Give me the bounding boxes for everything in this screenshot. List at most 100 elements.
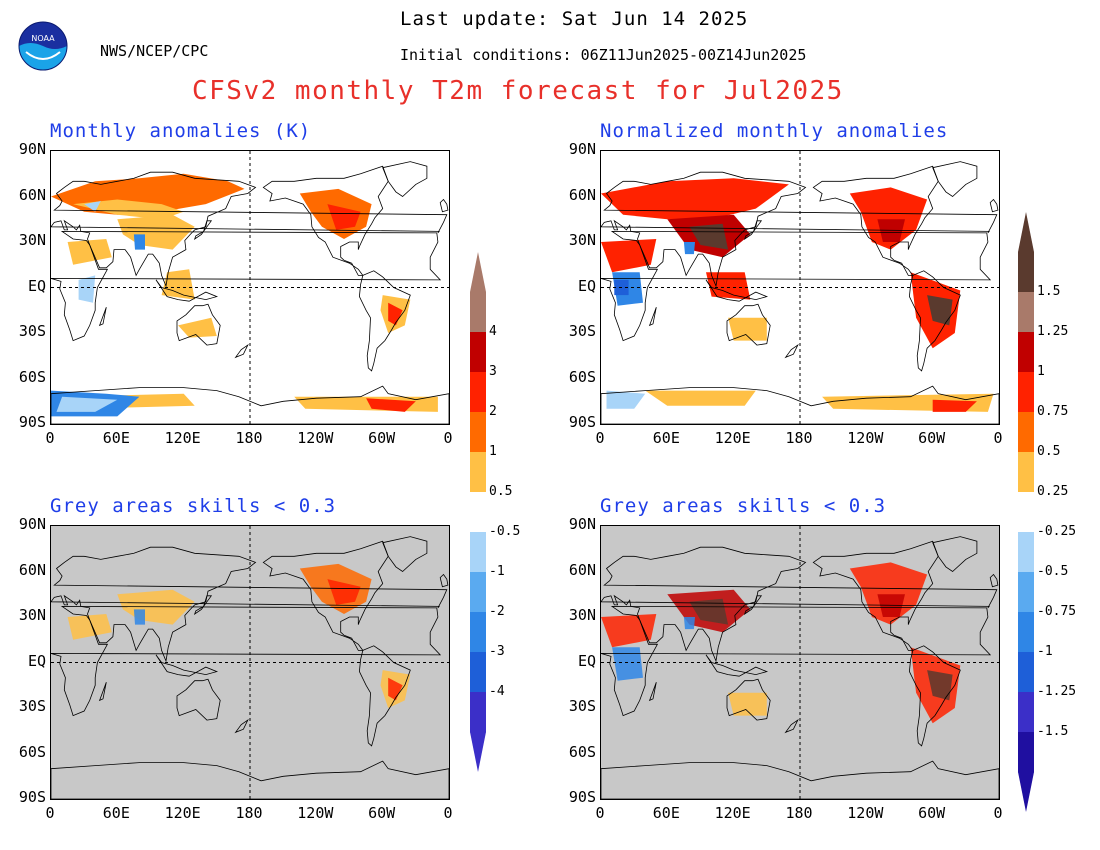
initial-conditions: Initial conditions: 06Z11Jun2025-00Z14Ju… — [400, 46, 807, 64]
x-tick-label: 60W — [918, 429, 946, 447]
colorbar-swatch — [470, 292, 486, 333]
colorbar-swatch — [470, 412, 486, 453]
x-tick-label: 0 — [993, 804, 1003, 822]
x-tick-label: 0 — [595, 429, 605, 447]
colorbar-swatch — [470, 492, 486, 533]
anomaly-region — [927, 670, 953, 701]
anomaly-region — [728, 692, 767, 716]
coastline-namerica — [812, 540, 939, 651]
coastline-indonesia — [155, 654, 219, 677]
anomaly-region — [849, 562, 928, 625]
anomaly-region — [606, 390, 646, 409]
coastline-madagascar — [648, 682, 657, 702]
panel-title-normalized: Normalized monthly anomalies — [600, 120, 949, 142]
colorbar-swatch — [470, 372, 486, 413]
x-tick-label: 60W — [368, 429, 396, 447]
map0-svg — [51, 151, 449, 424]
colorbar-svg — [1018, 212, 1034, 812]
colorbar-tick-label: 1 — [1037, 364, 1045, 379]
colorbar-tick-label: 2 — [489, 404, 497, 419]
coastline-namerica — [262, 540, 389, 651]
colorbar-tick-label: -1.25 — [1037, 684, 1077, 699]
coastline-eurasia — [601, 171, 998, 288]
page-title: CFSv2 monthly T2m forecast for Jul2025 — [192, 76, 844, 106]
x-tick-label: 60E — [102, 804, 130, 822]
x-tick-label: 60W — [918, 804, 946, 822]
colorbar-tick-label: -1 — [1037, 644, 1053, 659]
coastline-australia — [176, 678, 221, 721]
colorbar-tick-label: 1.5 — [1037, 284, 1061, 299]
coastline-japan — [193, 220, 213, 241]
coastline-uk — [989, 198, 999, 213]
colorbar-tick-label: 1.25 — [1037, 324, 1069, 339]
anomaly-region — [67, 239, 112, 265]
anomaly-region — [84, 201, 101, 212]
panel-title-skill-right: Grey areas skills < 0.3 — [600, 495, 887, 517]
map-normalized — [600, 150, 1000, 425]
x-tick-label: 0 — [993, 429, 1003, 447]
anomaly-region — [327, 579, 361, 605]
x-tick-label: 120W — [297, 429, 334, 447]
anomaly-region — [73, 199, 184, 220]
anomaly-region — [849, 187, 928, 250]
coastline-antarctica — [51, 385, 449, 424]
colorbar-max-arrow — [1018, 212, 1034, 252]
x-tick-label: 120W — [847, 804, 884, 822]
coastline-uk — [439, 198, 449, 213]
x-tick-label: 120E — [164, 429, 201, 447]
agency-label: NWS/NCEP/CPC — [100, 42, 209, 60]
x-tick-label: 120E — [714, 429, 751, 447]
anomaly-region — [366, 398, 416, 412]
coastline-madagascar — [98, 682, 107, 702]
coastline-samerica — [358, 270, 411, 372]
anomaly-region — [161, 269, 195, 300]
colorbar-tick-label: -0.25 — [1037, 524, 1077, 539]
coastline-samerica — [908, 645, 961, 747]
x-tick-label: 120W — [847, 429, 884, 447]
coastline-samerica — [908, 270, 961, 372]
anomaly-region — [601, 239, 657, 273]
anomaly-region — [327, 204, 361, 230]
colorbar-tick-label: 0.5 — [489, 484, 513, 499]
y-tick-label: EQ — [27, 651, 46, 670]
coastline-indonesia — [705, 654, 769, 677]
panel-title-anomalies: Monthly anomalies (K) — [50, 120, 312, 142]
coastline-australia — [176, 303, 221, 346]
map3-svg — [601, 526, 999, 799]
anomaly-region — [877, 219, 905, 242]
coastline-eurasia — [51, 171, 448, 288]
coastline-africa — [51, 230, 442, 342]
y-tick-label: 30N — [18, 231, 46, 249]
y-tick-label: 30N — [568, 606, 596, 624]
coastline-madagascar — [648, 307, 657, 327]
coastline-japan — [193, 595, 213, 616]
y-tick-label: 60S — [568, 367, 596, 386]
coastline-eurasia — [51, 546, 448, 663]
colorbar-swatch — [1018, 252, 1034, 293]
logo-text: NOAA — [31, 34, 55, 43]
x-tick-label: 0 — [443, 804, 453, 822]
colorbar-min-arrow — [470, 732, 486, 772]
y-tick-label: 30S — [568, 322, 596, 340]
x-tick-label: 120W — [297, 804, 334, 822]
coastline-samerica — [358, 645, 411, 747]
panel-title-skill-left: Grey areas skills < 0.3 — [50, 495, 337, 517]
colorbar-swatch — [470, 572, 486, 613]
colorbar-tick-label: 0.75 — [1037, 404, 1069, 419]
anomaly-region — [133, 234, 145, 250]
colorbar-swatch — [1018, 572, 1034, 613]
colorbar-swatch — [1018, 332, 1034, 373]
x-tick-label: 120E — [714, 804, 751, 822]
y-tick-label: EQ — [577, 651, 596, 670]
map2-svg — [51, 526, 449, 799]
y-tick-label: 90N — [568, 140, 596, 158]
colorbar-swatch — [470, 452, 486, 493]
colorbar-swatch — [1018, 732, 1034, 773]
y-tick-label: 30S — [568, 697, 596, 715]
colorbar-swatch — [470, 612, 486, 653]
x-tick-label: 60W — [368, 804, 396, 822]
y-tick-label: 60N — [568, 185, 596, 204]
y-tick-label: 30S — [18, 697, 46, 715]
colorbar-anomalies: 4 3 2 1 0.5 -0.5 -1 -2 -3 -4 — [470, 252, 530, 772]
anomaly-region — [56, 396, 118, 412]
